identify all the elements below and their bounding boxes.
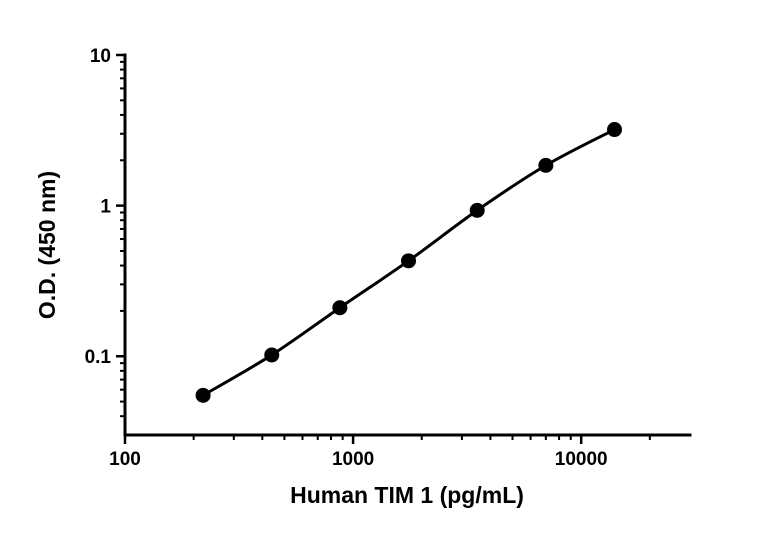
y-tick-label: 0.1 <box>85 347 112 368</box>
data-point <box>264 347 280 363</box>
plot-layer: 100 1000 10000 0.1 1 10 <box>85 46 692 470</box>
data-point <box>332 300 348 316</box>
y-axis-title: O.D. (450 nm) <box>34 171 60 319</box>
y-tick-label: 10 <box>90 46 111 67</box>
data-point <box>469 202 485 218</box>
data-point <box>401 253 417 269</box>
x-tick-label: 100 <box>109 449 141 470</box>
y-tick-label: 1 <box>100 197 111 218</box>
x-tick-label: 1000 <box>332 449 374 470</box>
data-point <box>538 157 554 173</box>
x-axis-title: Human TIM 1 (pg/mL) <box>290 482 524 508</box>
data-point <box>607 122 623 138</box>
data-point <box>195 387 211 403</box>
x-tick-label: 10000 <box>555 449 608 470</box>
